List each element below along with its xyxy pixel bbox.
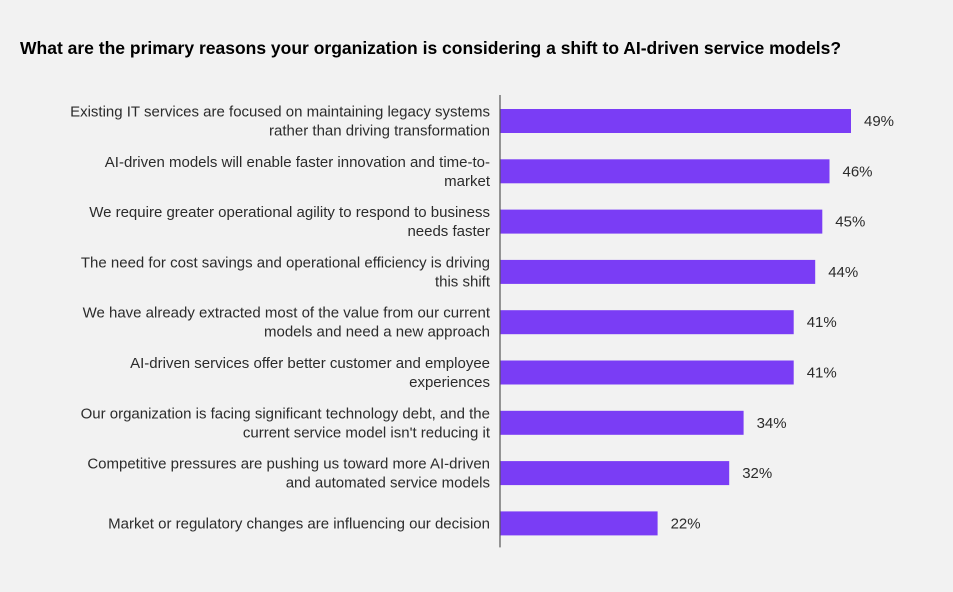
category-label: The need for cost savings and operationa… <box>81 254 491 290</box>
bar <box>500 259 816 284</box>
category-label: Market or regulatory changes are influen… <box>108 515 490 532</box>
data-label: 46% <box>843 163 873 180</box>
category-label: Our organization is facing significant t… <box>81 405 491 441</box>
bar <box>500 360 794 385</box>
data-label: 45% <box>835 214 865 231</box>
bar <box>500 461 730 486</box>
category-label: We require greater operational agility t… <box>89 204 490 240</box>
category-label: AI-driven models will enable faster inno… <box>105 154 491 190</box>
category-label: We have already extracted most of the va… <box>83 305 491 341</box>
chart-title: What are the primary reasons your organi… <box>20 38 842 58</box>
data-label: 34% <box>757 415 787 432</box>
bar <box>500 209 823 234</box>
data-label: 41% <box>807 365 837 382</box>
bar <box>500 310 794 335</box>
data-label: 41% <box>807 314 837 331</box>
category-label: Competitive pressures are pushing us tow… <box>87 456 490 492</box>
bar <box>500 159 830 184</box>
data-label: 44% <box>828 264 858 281</box>
bar <box>500 511 658 536</box>
category-label: AI-driven services offer better customer… <box>130 355 490 391</box>
bar <box>500 410 744 435</box>
bar <box>500 109 851 133</box>
category-label: Existing IT services are focused on main… <box>70 104 490 140</box>
data-label: 32% <box>742 465 772 482</box>
data-label: 22% <box>671 515 701 532</box>
data-label: 49% <box>864 113 894 130</box>
